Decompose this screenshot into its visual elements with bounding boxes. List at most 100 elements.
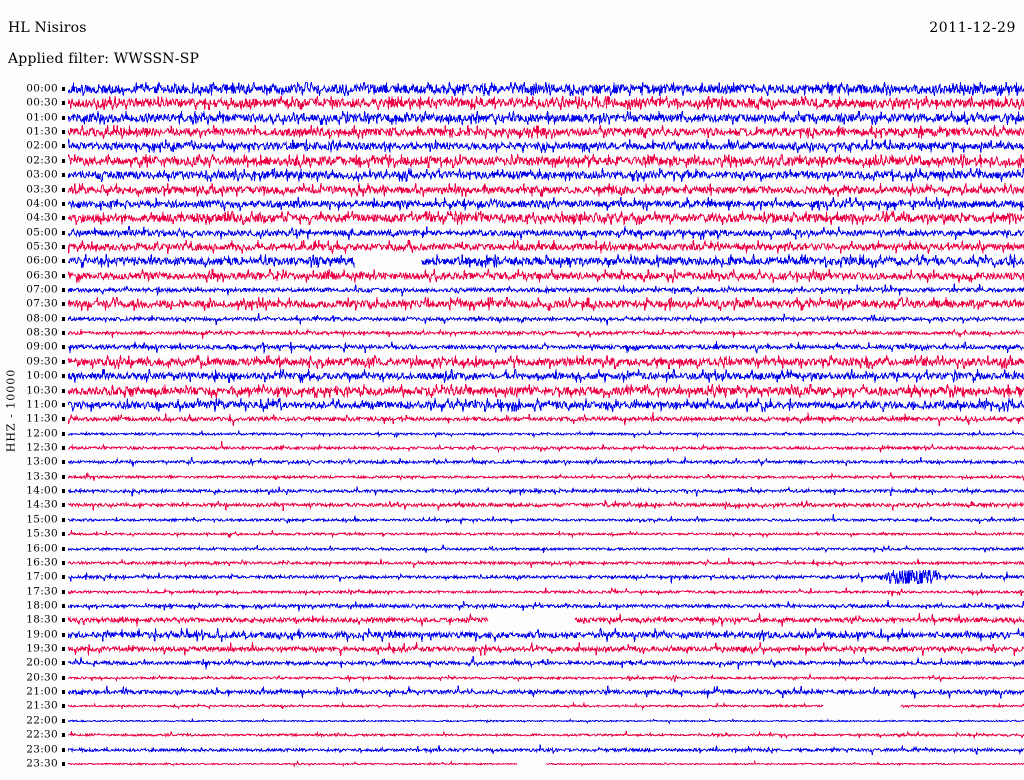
seismic-trace bbox=[68, 514, 1024, 525]
seismic-trace bbox=[68, 240, 1024, 254]
trace-row[interactable]: 21:30 bbox=[0, 699, 1024, 713]
seismic-trace bbox=[68, 268, 1024, 283]
trace-row[interactable]: 18:00 bbox=[0, 599, 1024, 613]
trace-time-label: 16:00 bbox=[26, 542, 58, 555]
trace-axis-tick bbox=[62, 575, 65, 580]
trace-axis-tick bbox=[62, 302, 65, 307]
trace-row[interactable]: 07:00 bbox=[0, 283, 1024, 297]
trace-row[interactable]: 22:30 bbox=[0, 728, 1024, 742]
seismic-trace bbox=[68, 471, 1024, 481]
trace-row[interactable]: 07:30 bbox=[0, 297, 1024, 312]
trace-axis-tick bbox=[62, 761, 65, 766]
trace-row[interactable]: 17:30 bbox=[0, 585, 1024, 599]
trace-row[interactable]: 01:30 bbox=[0, 125, 1024, 139]
trace-row[interactable]: 11:00 bbox=[0, 398, 1024, 412]
trace-axis-tick bbox=[62, 130, 65, 135]
trace-row[interactable]: 22:00 bbox=[0, 714, 1024, 728]
trace-time-label: 16:30 bbox=[26, 556, 58, 569]
trace-row[interactable]: 14:30 bbox=[0, 498, 1024, 512]
seismic-trace bbox=[68, 341, 1024, 355]
seismic-trace bbox=[68, 441, 1024, 454]
trace-row[interactable]: 21:00 bbox=[0, 685, 1024, 699]
trace-row[interactable]: 23:00 bbox=[0, 743, 1024, 757]
trace-time-label: 08:30 bbox=[26, 326, 58, 339]
trace-row[interactable]: 13:30 bbox=[0, 470, 1024, 484]
applied-filter-label: Applied filter: WWSSN-SP bbox=[8, 51, 200, 67]
trace-axis-tick bbox=[62, 101, 65, 106]
trace-time-label: 01:00 bbox=[26, 111, 58, 124]
trace-row[interactable]: 02:00 bbox=[0, 139, 1024, 154]
seismic-trace bbox=[68, 82, 1024, 96]
seismic-trace bbox=[68, 730, 1024, 740]
trace-row[interactable]: 10:30 bbox=[0, 383, 1024, 398]
seismic-trace bbox=[68, 485, 1024, 497]
trace-row[interactable]: 06:30 bbox=[0, 268, 1024, 283]
trace-time-label: 18:30 bbox=[26, 613, 58, 626]
trace-row[interactable]: 05:00 bbox=[0, 225, 1024, 240]
trace-time-label: 09:30 bbox=[26, 355, 58, 368]
seismic-trace bbox=[68, 672, 1024, 683]
seismic-trace bbox=[68, 642, 1024, 656]
trace-axis-tick bbox=[62, 704, 65, 709]
trace-row[interactable]: 16:30 bbox=[0, 556, 1024, 570]
trace-time-label: 05:00 bbox=[26, 226, 58, 239]
trace-row[interactable]: 16:00 bbox=[0, 542, 1024, 556]
trace-row[interactable]: 13:00 bbox=[0, 455, 1024, 469]
trace-time-label: 18:00 bbox=[26, 599, 58, 612]
trace-row[interactable]: 20:30 bbox=[0, 671, 1024, 685]
trace-row[interactable]: 01:00 bbox=[0, 110, 1024, 125]
trace-row[interactable]: 09:00 bbox=[0, 340, 1024, 355]
trace-time-label: 04:00 bbox=[26, 197, 58, 210]
trace-time-label: 05:30 bbox=[26, 240, 58, 253]
trace-axis-tick bbox=[62, 144, 65, 149]
trace-axis-tick bbox=[62, 589, 65, 594]
trace-row[interactable]: 20:00 bbox=[0, 656, 1024, 671]
trace-row[interactable]: 03:30 bbox=[0, 182, 1024, 197]
trace-time-label: 23:30 bbox=[26, 757, 58, 770]
seismic-trace bbox=[68, 759, 1024, 768]
trace-row[interactable]: 03:00 bbox=[0, 168, 1024, 183]
trace-time-label: 22:00 bbox=[26, 714, 58, 727]
trace-row[interactable]: 06:00 bbox=[0, 254, 1024, 269]
seismic-trace bbox=[68, 211, 1024, 226]
trace-row[interactable]: 12:00 bbox=[0, 427, 1024, 441]
trace-row[interactable]: 00:30 bbox=[0, 96, 1024, 111]
trace-row[interactable]: 14:00 bbox=[0, 484, 1024, 498]
trace-row[interactable]: 02:30 bbox=[0, 153, 1024, 168]
trace-axis-tick bbox=[62, 474, 65, 479]
trace-axis-tick bbox=[62, 244, 65, 249]
trace-row[interactable]: 04:00 bbox=[0, 196, 1024, 211]
trace-row[interactable]: 18:30 bbox=[0, 613, 1024, 628]
trace-row[interactable]: 10:00 bbox=[0, 369, 1024, 384]
trace-axis-tick bbox=[62, 288, 65, 293]
trace-time-label: 21:00 bbox=[26, 685, 58, 698]
trace-time-label: 19:00 bbox=[26, 628, 58, 641]
seismic-trace bbox=[68, 369, 1024, 384]
trace-time-label: 14:30 bbox=[26, 498, 58, 511]
trace-row[interactable]: 08:00 bbox=[0, 312, 1024, 326]
trace-row[interactable]: 12:30 bbox=[0, 441, 1024, 455]
trace-axis-tick bbox=[62, 259, 65, 264]
trace-axis-tick bbox=[62, 331, 65, 336]
trace-row[interactable]: 09:30 bbox=[0, 354, 1024, 369]
trace-row[interactable]: 19:30 bbox=[0, 642, 1024, 656]
trace-row[interactable]: 23:30 bbox=[0, 757, 1024, 771]
trace-axis-tick bbox=[62, 316, 65, 321]
trace-row[interactable]: 15:30 bbox=[0, 527, 1024, 541]
seismic-trace bbox=[68, 254, 1024, 269]
seismic-trace bbox=[68, 743, 1024, 756]
trace-row[interactable]: 15:00 bbox=[0, 513, 1024, 527]
trace-time-label: 03:00 bbox=[26, 168, 58, 181]
trace-axis-tick bbox=[62, 87, 65, 91]
trace-row[interactable]: 00:00 bbox=[0, 82, 1024, 96]
seismic-trace bbox=[68, 717, 1024, 725]
trace-row[interactable]: 04:30 bbox=[0, 211, 1024, 226]
trace-axis-tick bbox=[62, 388, 65, 393]
trace-row[interactable]: 17:00 bbox=[0, 570, 1024, 585]
trace-row[interactable]: 08:30 bbox=[0, 326, 1024, 340]
trace-row[interactable]: 19:00 bbox=[0, 627, 1024, 642]
trace-row[interactable]: 05:30 bbox=[0, 240, 1024, 254]
trace-row[interactable]: 11:30 bbox=[0, 412, 1024, 427]
trace-time-label: 13:00 bbox=[26, 455, 58, 468]
trace-axis-tick bbox=[62, 187, 65, 192]
